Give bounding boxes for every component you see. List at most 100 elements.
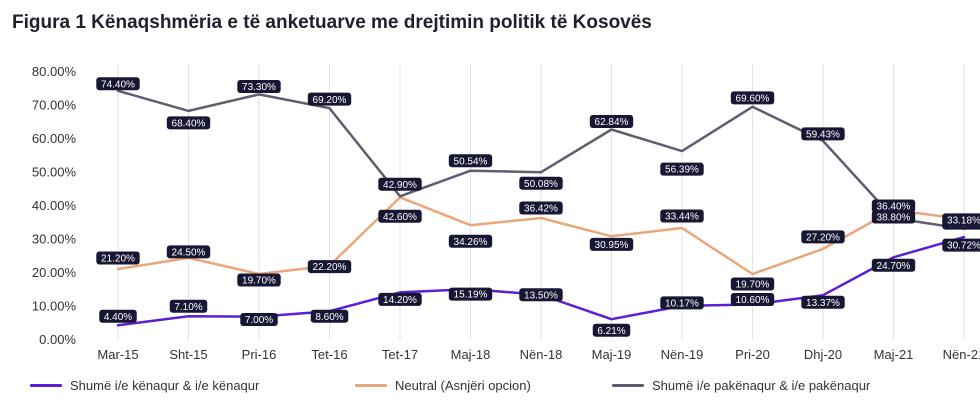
chart-title: Figura 1 Kënaqshmëria e të anketuarve me…: [12, 12, 652, 33]
data-label-dissatisfied: 62.84%: [595, 117, 629, 128]
data-label-dissatisfied: 69.20%: [313, 95, 347, 106]
data-label-bg-satisfied: [730, 292, 775, 306]
data-label-neutral: 33.44%: [665, 212, 699, 223]
data-label-neutral: 36.42%: [524, 204, 558, 215]
data-label-dissatisfied: 73.30%: [242, 82, 276, 93]
y-tick-label: 80.00%: [32, 64, 77, 79]
data-label-bg-neutral: [96, 251, 140, 265]
data-label-bg-satisfied: [448, 287, 493, 301]
data-label-bg-dissatisfied: [237, 79, 281, 93]
data-label-dissatisfied: 42.90%: [383, 180, 417, 191]
line-chart: 0.00% 10.00% 20.00% 30.00% 40.00% 50.00% 60.00…: [32, 64, 980, 362]
data-label-bg-dissatisfied: [942, 213, 980, 227]
data-label-neutral: 19.70%: [736, 280, 770, 291]
legend-item-dissatisfied: Shumë i/e pakënaqur & i/e pakënaqur: [612, 372, 870, 398]
y-tick-label: 60.00%: [32, 131, 77, 146]
data-label-bg-neutral: [519, 201, 563, 215]
data-label-neutral: 34.26%: [454, 237, 488, 248]
data-label-dissatisfied: 74.40%: [101, 79, 135, 90]
x-tick-label: Tet-16: [311, 347, 347, 362]
data-label-neutral: 27.20%: [806, 232, 840, 243]
data-label-neutral: 24.50%: [172, 248, 206, 259]
data-label-dissatisfied: 36.40%: [877, 202, 911, 213]
series-line-dissatisfied: [116, 89, 966, 231]
data-label-bg-satisfied: [378, 292, 422, 306]
data-label-bg-satisfied: [660, 296, 704, 310]
x-tick-label: Nën-19: [661, 347, 704, 362]
data-label-bg-dissatisfied: [448, 154, 493, 168]
legend-swatch-neutral: [355, 383, 387, 387]
data-label-neutral: 21.20%: [101, 254, 135, 265]
data-label-bg-dissatisfied: [589, 114, 634, 128]
data-label-bg-dissatisfied: [166, 116, 211, 130]
data-label-satisfied: 30.72%: [947, 241, 980, 252]
data-label-bg-satisfied: [871, 258, 916, 272]
data-label-bg-neutral: [448, 234, 493, 248]
data-label-bg-satisfied: [592, 323, 631, 337]
data-label-satisfied: 10.17%: [665, 299, 699, 310]
data-label-satisfied: 14.20%: [383, 295, 417, 306]
legend-swatch-satisfied: [30, 383, 62, 387]
data-label-bg-satisfied: [99, 309, 137, 323]
data-label-bg-dissatisfied: [307, 92, 352, 106]
data-label-satisfied: 7.10%: [174, 302, 202, 313]
data-label-satisfied: 13.37%: [806, 298, 840, 309]
x-tick-label: Nën-21: [943, 347, 980, 362]
y-tick-label: 10.00%: [32, 299, 77, 314]
data-label-bg-satisfied: [310, 309, 349, 323]
x-tick-label: Pri-16: [242, 347, 277, 362]
x-tick-label: Nën-18: [520, 347, 563, 362]
y-tick-label: 30.00%: [32, 232, 77, 247]
data-label-satisfied: 10.60%: [736, 295, 770, 306]
data-label-satisfied: 13.50%: [524, 290, 558, 301]
data-label-bg-neutral: [166, 245, 211, 259]
y-tick-label: 20.00%: [32, 265, 77, 280]
data-label-dissatisfied: 69.60%: [736, 93, 770, 104]
data-label-dissatisfied: 50.54%: [454, 156, 488, 167]
x-tick-label: Maj-18: [451, 347, 491, 362]
data-label-bg-satisfied: [801, 295, 845, 309]
data-label-dissatisfied: 56.39%: [665, 165, 699, 176]
y-tick-label: 70.00%: [32, 98, 77, 113]
data-label-dissatisfied: 59.43%: [806, 130, 840, 141]
data-label-satisfied: 8.60%: [315, 312, 343, 323]
y-tick-label: 0.00%: [39, 332, 76, 347]
data-label-satisfied: 24.70%: [877, 261, 911, 272]
data-label-satisfied: 7.00%: [245, 315, 273, 326]
data-label-bg-neutral: [660, 209, 704, 223]
x-tick-label: Pri-20: [735, 347, 770, 362]
data-label-bg-dissatisfied: [96, 77, 140, 91]
data-label-bg-dissatisfied: [801, 127, 845, 141]
data-label-neutral: 22.20%: [313, 262, 347, 273]
data-label-satisfied: 4.40%: [104, 312, 132, 323]
data-label-bg-satisfied: [942, 238, 980, 252]
x-tick-label: Tet-17: [382, 347, 418, 362]
data-label-bg-satisfied: [169, 299, 208, 313]
data-label-dissatisfied: 50.08%: [524, 179, 558, 190]
data-label-bg-dissatisfied: [519, 176, 563, 190]
legend-item-neutral: Neutral (Asnjëri opcion): [355, 372, 531, 398]
y-tick-label: 50.00%: [32, 165, 77, 180]
data-label-bg-dissatisfied: [871, 199, 916, 213]
data-label-bg-satisfied: [519, 288, 563, 302]
data-label-satisfied: 15.19%: [454, 290, 488, 301]
legend-label-satisfied: Shumë i/e kënaqur & i/e kënaqur: [70, 377, 260, 393]
legend-label-dissatisfied: Shumë i/e pakënaqur & i/e pakënaqur: [652, 377, 871, 393]
legend-swatch-dissatisfied: [612, 383, 644, 387]
data-label-satisfied: 6.21%: [597, 326, 625, 337]
data-label-bg-neutral: [307, 260, 352, 274]
x-tick-label: Dhj-20: [804, 347, 842, 362]
x-tick-label: Mar-15: [97, 347, 138, 362]
data-label-neutral: 38.80%: [877, 213, 911, 224]
data-label-bg-neutral: [237, 273, 281, 287]
data-label-bg-neutral: [801, 230, 845, 244]
data-label-bg-satisfied: [240, 313, 278, 327]
data-label-bg-neutral: [589, 237, 634, 251]
data-label-bg-dissatisfied: [730, 91, 775, 105]
x-tick-label: Sht-15: [169, 347, 207, 362]
data-label-bg-neutral: [871, 210, 916, 224]
data-label-neutral: 30.95%: [595, 240, 629, 251]
data-label-bg-dissatisfied: [378, 177, 422, 191]
legend-item-satisfied: Shumë i/e kënaqur & i/e kënaqur: [30, 372, 259, 398]
data-label-neutral: 42.60%: [383, 212, 417, 223]
